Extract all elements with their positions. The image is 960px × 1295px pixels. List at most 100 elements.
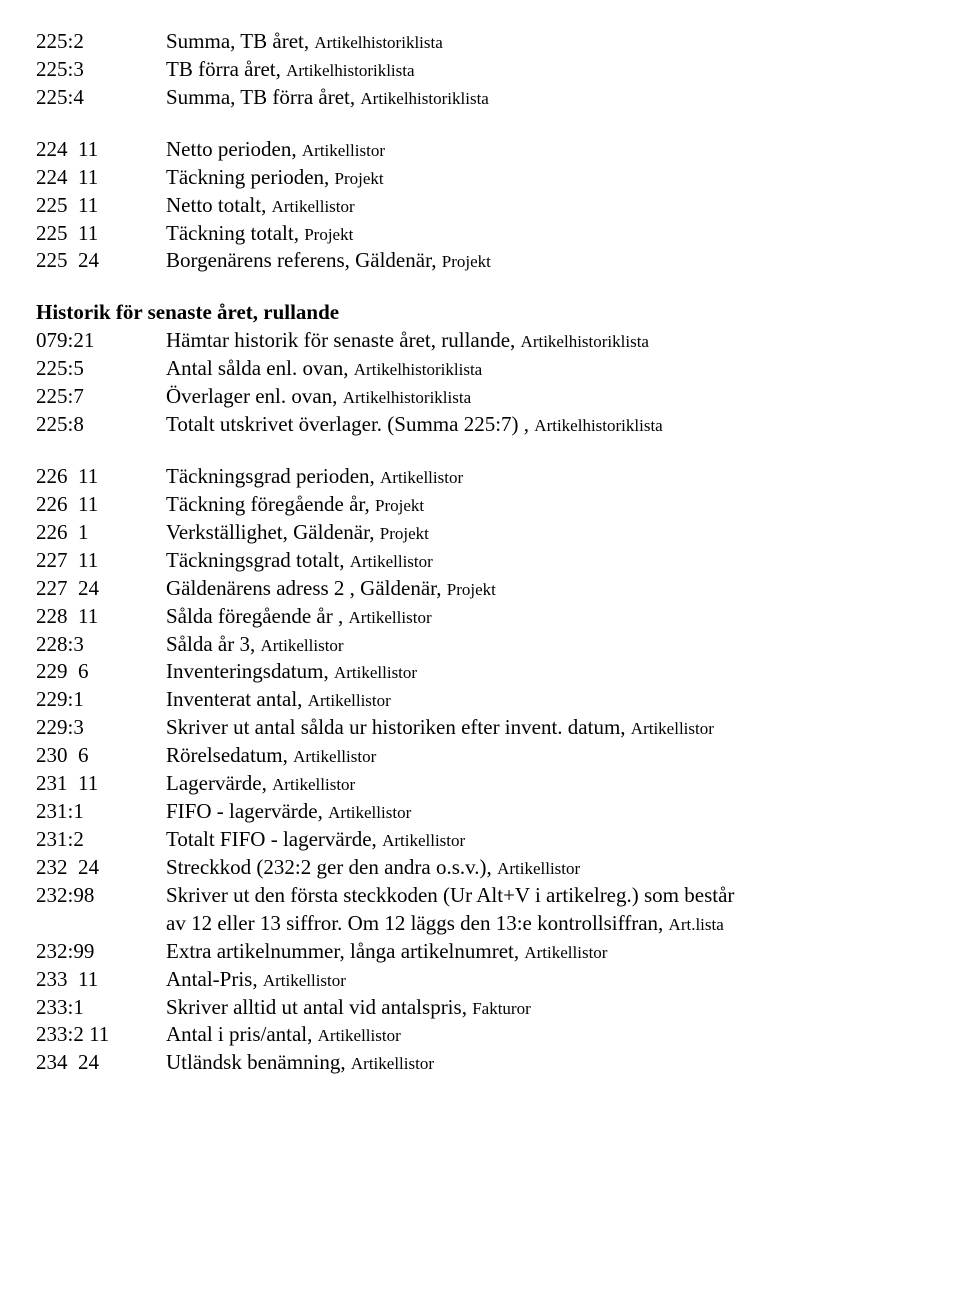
entry-row: 227 24Gäldenärens adress 2 , Gäldenär, P… [36, 575, 924, 603]
entry-description: Täckning perioden, [166, 165, 335, 189]
entry-context: Artikellistor [260, 636, 343, 655]
entry-code: 228:3 [36, 631, 166, 659]
entry-description-wrap: Summa, TB förra året, Artikelhistoriklis… [166, 84, 924, 112]
entry-description-wrap: Inventeringsdatum, Artikellistor [166, 658, 924, 686]
entry-description-wrap: Täckningsgrad totalt, Artikellistor [166, 547, 924, 575]
entry-row: 228:3Sålda år 3, Artikellistor [36, 631, 924, 659]
entry-code: 230 6 [36, 742, 166, 770]
entry-description: Netto perioden, [166, 137, 302, 161]
entry-description: Inventerat antal, [166, 687, 308, 711]
entry-code: 225 24 [36, 247, 166, 275]
entry-context: Projekt [335, 169, 384, 188]
entry-description-wrap: FIFO - lagervärde, Artikellistor [166, 798, 924, 826]
entry-continuation: av 12 eller 13 siffror. Om 12 läggs den … [36, 910, 924, 938]
document-body: 225:2Summa, TB året, Artikelhistoriklist… [36, 28, 924, 1077]
entry-code: 224 11 [36, 164, 166, 192]
entry-code: 233:1 [36, 994, 166, 1022]
entry-description-wrap: Sålda föregående år , Artikellistor [166, 603, 924, 631]
entry-description: Sålda föregående år , [166, 604, 349, 628]
entry-description: Täckning totalt, [166, 221, 304, 245]
entry-code: 232:98 [36, 882, 166, 910]
entry-row: 232:98Skriver ut den första steckkoden (… [36, 882, 924, 910]
entry-row: 234 24Utländsk benämning, Artikellistor [36, 1049, 924, 1077]
entry-context: Fakturor [472, 999, 531, 1018]
entry-code: 225 11 [36, 192, 166, 220]
entry-code: 225:5 [36, 355, 166, 383]
entry-context: Artikellistor [524, 943, 607, 962]
entry-context: Artikellistor [497, 859, 580, 878]
entry-context: Artikelhistoriklista [354, 360, 482, 379]
entry-description: Netto totalt, [166, 193, 272, 217]
entry-description: Antal sålda enl. ovan, [166, 356, 354, 380]
entry-context: Projekt [442, 252, 491, 271]
entry-description-wrap: Streckkod (232:2 ger den andra o.s.v.), … [166, 854, 924, 882]
entry-code: 224 11 [36, 136, 166, 164]
entry-description: Antal-Pris, [166, 967, 263, 991]
entry-context: Artikellistor [349, 608, 432, 627]
entry-context: Artikellistor [334, 663, 417, 682]
entry-context: Artikelhistoriklista [343, 388, 471, 407]
spacer [36, 112, 924, 136]
entry-code: 229:3 [36, 714, 166, 742]
entry-context: Projekt [304, 225, 353, 244]
entry-context: Artikellistor [351, 1054, 434, 1073]
entry-description: Hämtar historik för senaste året, rullan… [166, 328, 521, 352]
entry-description-wrap: Inventerat antal, Artikellistor [166, 686, 924, 714]
entry-description: Verkställighet, Gäldenär, [166, 520, 380, 544]
entry-code: 225:4 [36, 84, 166, 112]
entry-code: 227 11 [36, 547, 166, 575]
entry-code: 227 24 [36, 575, 166, 603]
entry-description-wrap: Skriver ut antal sålda ur historiken eft… [166, 714, 924, 742]
entry-row: 225 11Täckning totalt, Projekt [36, 220, 924, 248]
entry-row: 224 11Täckning perioden, Projekt [36, 164, 924, 192]
entry-description: Summa, TB året, [166, 29, 314, 53]
entry-row: 231 11Lagervärde, Artikellistor [36, 770, 924, 798]
entry-code: 225:2 [36, 28, 166, 56]
entry-code: 231:1 [36, 798, 166, 826]
entry-row: 233 11Antal-Pris, Artikellistor [36, 966, 924, 994]
entry-description-wrap: Rörelsedatum, Artikellistor [166, 742, 924, 770]
entry-description-wrap: Summa, TB året, Artikelhistoriklista [166, 28, 924, 56]
entry-code: 228 11 [36, 603, 166, 631]
entry-description: Skriver alltid ut antal vid antalspris, [166, 995, 472, 1019]
entry-description-wrap: Netto totalt, Artikellistor [166, 192, 924, 220]
entry-row: 230 6Rörelsedatum, Artikellistor [36, 742, 924, 770]
entry-description-wrap: Hämtar historik för senaste året, rullan… [166, 327, 924, 355]
entry-description-wrap: Utländsk benämning, Artikellistor [166, 1049, 924, 1077]
entry-code: 229:1 [36, 686, 166, 714]
entry-row: 225:3TB förra året, Artikelhistoriklista [36, 56, 924, 84]
entry-description-wrap: Antal i pris/antal, Artikellistor [166, 1021, 924, 1049]
entry-code: 233:2 11 [36, 1021, 166, 1049]
entry-row: 232:99Extra artikelnummer, långa artikel… [36, 938, 924, 966]
spacer [36, 439, 924, 463]
entry-description-wrap: Totalt FIFO - lagervärde, Artikellistor [166, 826, 924, 854]
entry-row: 079:21Hämtar historik för senaste året, … [36, 327, 924, 355]
entry-code: 225 11 [36, 220, 166, 248]
entry-description-wrap: Antal-Pris, Artikellistor [166, 966, 924, 994]
entry-row: 232 24Streckkod (232:2 ger den andra o.s… [36, 854, 924, 882]
entry-description: Totalt utskrivet överlager. (Summa 225:7… [166, 412, 534, 436]
entry-row: 231:1FIFO - lagervärde, Artikellistor [36, 798, 924, 826]
entry-context: Artikellistor [350, 552, 433, 571]
entry-context: Artikellistor [293, 747, 376, 766]
entry-description: Totalt FIFO - lagervärde, [166, 827, 382, 851]
entry-code: 231:2 [36, 826, 166, 854]
entry-context: Artikellistor [302, 141, 385, 160]
entry-context: Artikellistor [263, 971, 346, 990]
entry-context: Artikelhistoriklista [521, 332, 649, 351]
entry-context: Artikellistor [272, 775, 355, 794]
entry-description-wrap: Täckning totalt, Projekt [166, 220, 924, 248]
entry-description: Sålda år 3, [166, 632, 260, 656]
entry-description: Rörelsedatum, [166, 743, 293, 767]
entry-description-wrap: Extra artikelnummer, långa artikelnumret… [166, 938, 924, 966]
entry-row: 224 11Netto perioden, Artikellistor [36, 136, 924, 164]
entry-row: 225:5Antal sålda enl. ovan, Artikelhisto… [36, 355, 924, 383]
entry-description: Täckningsgrad totalt, [166, 548, 350, 572]
entry-context: Projekt [375, 496, 424, 515]
entry-code: 226 11 [36, 463, 166, 491]
entry-description: Lagervärde, [166, 771, 272, 795]
entry-description-wrap: Överlager enl. ovan, Artikelhistoriklist… [166, 383, 924, 411]
entry-description-wrap: Lagervärde, Artikellistor [166, 770, 924, 798]
entry-description-wrap: Gäldenärens adress 2 , Gäldenär, Projekt [166, 575, 924, 603]
entry-code: 226 11 [36, 491, 166, 519]
